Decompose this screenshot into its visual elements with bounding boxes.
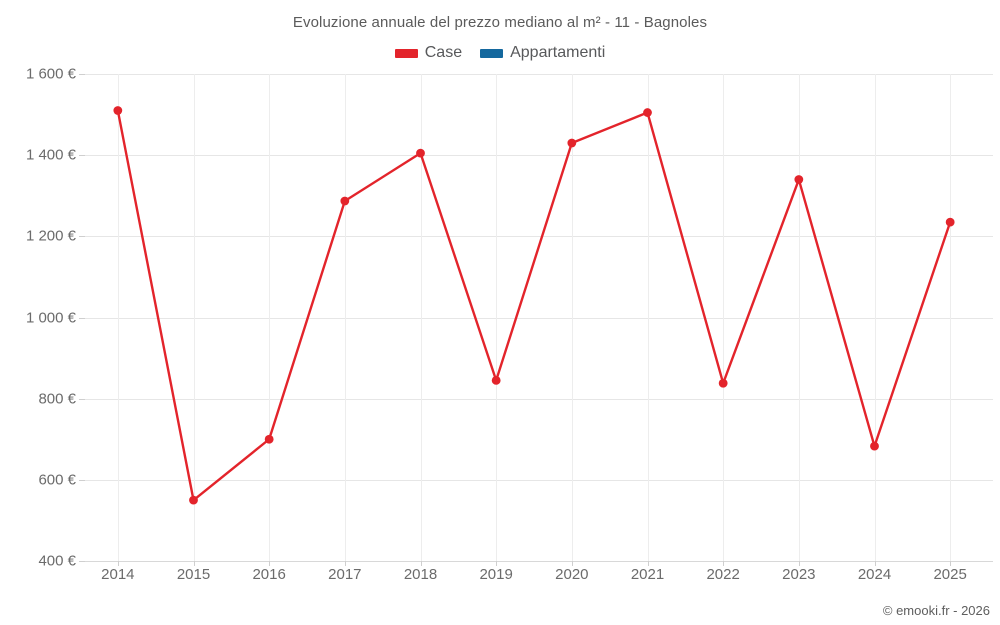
x-axis-tick-mark	[496, 561, 498, 566]
y-axis-tick-mark	[79, 236, 85, 238]
gridline-horizontal	[85, 398, 993, 400]
x-axis-tick-label: 2015	[176, 566, 211, 583]
gridline-vertical	[269, 74, 271, 561]
gridline-vertical	[571, 74, 573, 561]
series-line-case	[116, 109, 952, 502]
gridline-horizontal	[85, 479, 993, 481]
x-axis-tick-label: 2024	[857, 566, 892, 583]
y-axis-tick-label: 600 €	[38, 471, 76, 489]
data-point[interactable]	[567, 138, 577, 148]
x-axis-tick-label: 2018	[403, 566, 438, 583]
x-axis-tick-mark	[723, 561, 725, 566]
x-axis-tick-label: 2017	[328, 566, 362, 583]
x-axis-tick-label: 2022	[706, 566, 740, 583]
chart-legend: Case Appartamenti	[0, 45, 1000, 61]
x-axis-tick-mark	[874, 561, 876, 566]
data-point[interactable]	[340, 196, 350, 206]
x-axis-tick-label: 2020	[555, 566, 589, 583]
x-axis-tick-mark	[798, 561, 800, 566]
x-axis-tick-label: 2019	[479, 566, 513, 583]
gridline-vertical	[117, 74, 119, 561]
data-point[interactable]	[870, 441, 879, 451]
gridline-horizontal	[85, 155, 993, 157]
gridline-vertical	[193, 74, 195, 561]
gridline-vertical	[723, 74, 725, 561]
legend-swatch-appartamenti	[480, 48, 504, 58]
gridline-horizontal	[85, 317, 993, 319]
x-axis-tick-mark	[647, 561, 649, 566]
y-axis-tick-label: 1 000 €	[25, 309, 76, 326]
x-axis-tick-mark	[571, 561, 573, 566]
legend-label-appartamenti: Appartamenti	[510, 44, 606, 61]
data-point[interactable]	[718, 378, 728, 388]
legend-swatch-case	[394, 48, 418, 58]
gridline-horizontal	[85, 236, 993, 238]
gridline-vertical	[344, 74, 346, 561]
gridline-vertical	[950, 74, 952, 561]
y-axis-tick-mark	[79, 317, 85, 319]
x-axis-tick-label: 2023	[782, 566, 816, 583]
data-point[interactable]	[189, 495, 198, 505]
gridline-vertical	[798, 74, 800, 561]
x-axis-tick-label: 2014	[101, 566, 135, 583]
y-axis-tick-mark	[79, 479, 85, 481]
x-axis-line	[85, 561, 993, 562]
x-axis-tick-mark	[117, 561, 119, 566]
x-axis-tick-mark	[269, 561, 271, 566]
y-axis-tick-label: 1 400 €	[25, 146, 76, 164]
x-axis-tick-mark	[420, 561, 422, 566]
y-axis-tick-mark	[79, 398, 85, 400]
x-axis-tick-label: 2025	[933, 566, 967, 583]
legend-item-case[interactable]: Case	[394, 44, 463, 61]
gridline-horizontal	[85, 74, 993, 75]
x-axis-tick-label: 2021	[630, 566, 665, 583]
y-axis-tick-mark	[79, 561, 85, 562]
credit-text: © emooki.fr - 2026	[882, 603, 990, 618]
chart-title: Evoluzione annuale del prezzo mediano al…	[292, 14, 708, 31]
data-point[interactable]	[113, 106, 123, 115]
y-axis-tick-label: 1 200 €	[25, 227, 76, 245]
gridline-vertical	[874, 74, 876, 561]
data-point[interactable]	[945, 217, 955, 227]
y-axis-tick-mark	[79, 74, 85, 75]
gridline-vertical	[496, 74, 498, 561]
y-axis-tick-label: 400 €	[38, 552, 76, 570]
y-axis: 400 € 600 € 800 € 1 000 € 1 200 € 1 400 € 1 60…	[0, 0, 76, 625]
y-axis-tick-mark	[79, 155, 85, 157]
y-axis-tick-label: 800 €	[38, 390, 76, 408]
x-axis-tick-mark	[193, 561, 195, 566]
data-point[interactable]	[643, 108, 652, 117]
legend-label-case: Case	[424, 44, 463, 61]
gridline-vertical	[420, 74, 422, 561]
x-axis-tick-mark	[344, 561, 346, 566]
y-axis-tick-label: 1 600 €	[25, 65, 76, 83]
data-point[interactable]	[416, 148, 425, 158]
legend-item-appartamenti[interactable]: Appartamenti	[480, 45, 605, 61]
x-axis-tick-label: 2016	[252, 566, 286, 583]
data-point[interactable]	[264, 434, 274, 444]
x-axis-tick-mark	[950, 561, 952, 566]
data-point[interactable]	[491, 376, 501, 385]
gridline-vertical	[647, 74, 649, 561]
data-point[interactable]	[794, 175, 804, 184]
